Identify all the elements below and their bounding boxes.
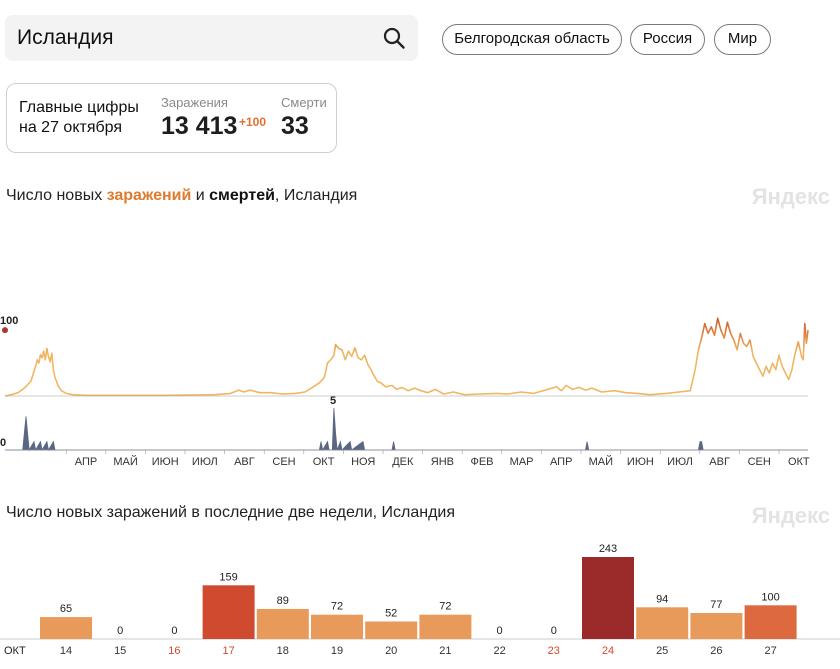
cases-line	[4, 317, 809, 397]
timeline-month-label: СЕН	[272, 456, 295, 468]
timeline-month-label: ЯНВ	[431, 456, 454, 468]
daily-bar-value-label: 72	[439, 601, 451, 613]
cases-delta: +100	[239, 115, 267, 129]
timeline-month-label: СЕН	[748, 456, 771, 468]
daily-bar-chart: ОКТ 65 14 0 15 0 16 159 17 89 18 72 19 52 20 72 21 0 22 0 23…	[0, 543, 840, 657]
daily-bar	[256, 609, 309, 639]
timeline-month-label: МАЙ	[113, 455, 137, 468]
daily-bar-value-label: 89	[277, 595, 289, 607]
timeline-month-label: ИЮЛ	[667, 456, 693, 468]
search-box[interactable]: Исландия	[5, 15, 418, 61]
daily-bar-date-label: 14	[60, 645, 72, 657]
timeline-title-mid: и	[191, 187, 210, 204]
timeline-chart: 100 0 5 АПР МАЙ ИЮН ИЮЛ АВГ СЕН ОКТ НОЯ ДЕК ЯНВ ФЕВ МА…	[0, 315, 810, 468]
daily-bar-value-label: 52	[385, 608, 397, 620]
daily-bar	[40, 617, 92, 639]
timeline-month-label: АПР	[75, 456, 97, 468]
timeline-month-label: ОКТ	[313, 456, 335, 468]
daily-bar-value-label: 0	[497, 625, 503, 637]
timeline-title-suffix: , Исландия	[274, 187, 358, 204]
cases-marker-label: 100	[0, 315, 18, 327]
daily-title: Число новых заражений в последние две не…	[6, 504, 456, 521]
daily-bar-value-label: 65	[60, 603, 72, 615]
daily-bar-date-label: 20	[385, 645, 397, 657]
daily-bar-date-label: 22	[493, 645, 505, 657]
search-input[interactable]: Исландия	[17, 26, 114, 49]
cases-label: Заражения	[161, 95, 228, 110]
summary-title-line1: Главные цифры	[19, 99, 139, 116]
daily-bar-value-label: 72	[331, 601, 343, 613]
daily-bar-date-label: 18	[277, 645, 289, 657]
timeline-month-label: АВГ	[709, 456, 730, 468]
timeline-month-label: ИЮН	[627, 456, 654, 468]
daily-bar	[202, 585, 255, 639]
daily-bar-value-label: 0	[117, 625, 123, 637]
daily-bar	[636, 607, 689, 639]
daily-bar-date-label: 16	[168, 645, 180, 657]
timeline-title-prefix: Число новых	[6, 187, 107, 204]
summary-title: Главные цифры на 27 октября	[19, 98, 159, 138]
daily-bar-date-label: 26	[710, 645, 722, 657]
search-icon[interactable]	[382, 26, 406, 50]
daily-bar-date-label: 19	[331, 645, 343, 657]
timeline-month-label: АВГ	[234, 456, 255, 468]
daily-bar	[690, 613, 743, 639]
daily-bar-value-label: 100	[761, 591, 779, 603]
region-button-russia[interactable]: Россия	[630, 24, 705, 55]
daily-bar-date-label: 25	[656, 645, 668, 657]
daily-bar	[311, 614, 363, 639]
region-button-world[interactable]: Мир	[714, 24, 771, 55]
summary-title-line2: на 27 октября	[19, 119, 123, 136]
daily-bar-value-label: 243	[599, 543, 617, 555]
bars-axis-start-label: ОКТ	[4, 645, 26, 657]
summary-card: Главные цифры на 27 октября Заражения 13…	[6, 83, 337, 153]
daily-bar	[744, 605, 797, 639]
daily-bar-value-label: 159	[219, 571, 237, 583]
deaths-label: Смерти	[281, 95, 327, 110]
daily-bar	[365, 621, 418, 639]
yandex-watermark-bottom: Яндекс	[751, 503, 830, 528]
deaths-peak-label: 5	[330, 395, 336, 407]
deaths-zero-label: 0	[0, 437, 6, 449]
timeline-month-label: ДЕК	[392, 456, 414, 468]
timeline-month-label: ИЮН	[152, 456, 179, 468]
timeline-month-label: АПР	[550, 456, 572, 468]
cases-value: 13 413	[161, 112, 238, 140]
region-button-belgorod[interactable]: Белгородская область	[442, 24, 622, 55]
timeline-month-label: ОКТ	[788, 456, 810, 468]
deaths-area	[5, 407, 808, 452]
timeline-month-label: МАР	[510, 456, 534, 468]
daily-bar-date-label: 21	[439, 645, 451, 657]
daily-bar-value-label: 0	[171, 625, 177, 637]
timeline-title-cases: заражений	[106, 187, 192, 204]
daily-bar-value-label: 94	[656, 593, 668, 605]
daily-bar	[419, 614, 472, 639]
timeline-month-label: ИЮЛ	[192, 456, 218, 468]
cases-marker-dot	[2, 327, 8, 334]
timeline-title-deaths: смертей	[209, 187, 275, 204]
deaths-value: 33	[281, 112, 309, 140]
timeline-title: Число новых заражений и смертей, Исланди…	[6, 187, 357, 205]
daily-bar-date-label: 24	[602, 645, 614, 657]
timeline-month-label: МАЙ	[589, 455, 613, 468]
daily-bar-date-label: 17	[222, 645, 234, 657]
daily-bar-date-label: 23	[548, 645, 560, 657]
daily-bar-value-label: 0	[551, 625, 557, 637]
timeline-month-label: НОЯ	[351, 456, 375, 468]
daily-bar	[582, 557, 634, 639]
timeline-month-label: ФЕВ	[470, 456, 493, 468]
daily-bar-date-label: 15	[114, 645, 126, 657]
daily-bar-value-label: 77	[710, 599, 722, 611]
yandex-watermark-top: Яндекс	[751, 184, 830, 209]
daily-bar-date-label: 27	[764, 645, 776, 657]
